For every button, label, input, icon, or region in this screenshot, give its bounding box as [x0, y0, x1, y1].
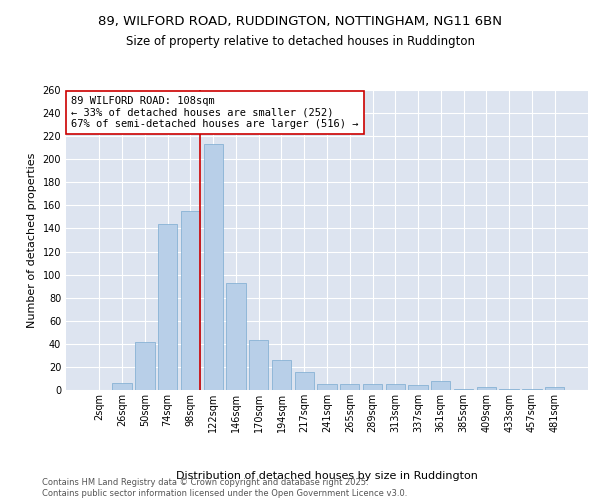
Bar	[112, 383, 132, 390]
X-axis label: Distribution of detached houses by size in Ruddington: Distribution of detached houses by size …	[176, 471, 478, 481]
Bar	[317, 384, 337, 390]
Bar	[454, 389, 473, 390]
Bar	[272, 360, 291, 390]
Bar	[386, 384, 405, 390]
Bar	[363, 384, 382, 390]
Bar	[545, 386, 564, 390]
Bar	[135, 342, 155, 390]
Bar	[249, 340, 268, 390]
Y-axis label: Number of detached properties: Number of detached properties	[27, 152, 37, 328]
Bar	[181, 211, 200, 390]
Bar	[499, 389, 519, 390]
Text: 89 WILFORD ROAD: 108sqm
← 33% of detached houses are smaller (252)
67% of semi-d: 89 WILFORD ROAD: 108sqm ← 33% of detache…	[71, 96, 359, 129]
Text: 89, WILFORD ROAD, RUDDINGTON, NOTTINGHAM, NG11 6BN: 89, WILFORD ROAD, RUDDINGTON, NOTTINGHAM…	[98, 15, 502, 28]
Bar	[340, 384, 359, 390]
Bar	[158, 224, 178, 390]
Bar	[522, 389, 542, 390]
Bar	[431, 381, 451, 390]
Text: Size of property relative to detached houses in Ruddington: Size of property relative to detached ho…	[125, 35, 475, 48]
Bar	[476, 386, 496, 390]
Bar	[295, 372, 314, 390]
Bar	[226, 282, 245, 390]
Bar	[203, 144, 223, 390]
Text: Contains HM Land Registry data © Crown copyright and database right 2025.
Contai: Contains HM Land Registry data © Crown c…	[42, 478, 407, 498]
Bar	[409, 386, 428, 390]
